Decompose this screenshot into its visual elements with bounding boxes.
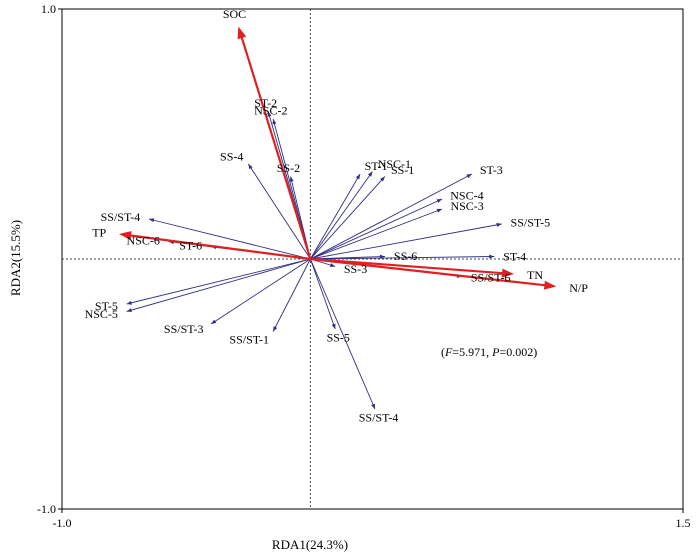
species-arrowhead	[273, 326, 278, 332]
species-label: SS-6	[394, 249, 417, 263]
env-label: TN	[527, 268, 543, 282]
species-label: SS-5	[327, 330, 350, 344]
species-vector	[148, 218, 311, 260]
species-arrowhead	[367, 171, 373, 177]
species-arrowhead	[355, 174, 361, 180]
environment-arrowhead	[501, 268, 515, 278]
species-arrowhead	[466, 174, 472, 179]
species-label: SS/ST-3	[164, 322, 204, 336]
species-vector	[210, 258, 311, 325]
species-label: NSC-5	[85, 307, 118, 321]
stats-annotation: (F=5.971, P=0.002)	[441, 345, 537, 359]
species-label: SS/ST-4	[359, 410, 399, 424]
species-vector	[126, 258, 311, 312]
x-axis-title: RDA1(24.3%)	[272, 537, 348, 552]
species-arrowhead	[436, 199, 443, 203]
species-vector	[310, 198, 443, 260]
x-tick-label: 1.5	[676, 516, 691, 530]
species-arrowhead	[272, 119, 277, 125]
species-vector	[310, 223, 502, 260]
species-label: SS/ST-1	[229, 333, 269, 347]
species-label: NSC-1	[378, 157, 411, 171]
species-arrowhead	[248, 164, 253, 170]
species-label: ST-1	[365, 159, 388, 173]
y-tick-label: -1.0	[37, 502, 56, 516]
species-vector	[309, 258, 376, 410]
species-vector	[247, 163, 311, 260]
species-label: SS-1	[391, 163, 414, 177]
species-vector	[310, 256, 495, 260]
species-label: NSC-4	[450, 188, 483, 202]
species-arrowhead	[126, 300, 132, 305]
environment-arrowhead	[543, 280, 557, 290]
species-label: NSC-6	[127, 233, 160, 247]
species-vector	[310, 208, 443, 260]
species-vector	[310, 173, 361, 260]
species-vector	[310, 171, 373, 260]
y-axis-title: RDA2(15.5%)	[8, 220, 23, 296]
species-label: NSC-3	[450, 199, 483, 213]
species-arrowhead	[489, 254, 495, 259]
species-label: SS-3	[344, 262, 367, 276]
species-label: ST-5	[95, 299, 118, 313]
species-vector	[309, 258, 336, 330]
env-label: SOC	[223, 7, 246, 21]
species-label: SS-4	[220, 149, 243, 163]
species-label: SS/ST-4	[101, 210, 141, 224]
species-arrowhead	[329, 263, 336, 267]
env-label: N/P	[569, 281, 588, 295]
species-label: SS/ST-6	[471, 271, 511, 285]
environment-arrowhead	[237, 26, 247, 40]
species-vector	[272, 258, 311, 332]
species-vector	[310, 173, 473, 260]
x-tick-label: -1.0	[53, 516, 72, 530]
species-arrowhead	[126, 308, 132, 313]
species-label: ST-4	[503, 249, 526, 263]
species-label: SS-2	[277, 161, 300, 175]
environment-vectors	[119, 26, 557, 290]
species-label: ST-3	[480, 163, 503, 177]
species-label: NSC-2	[254, 103, 287, 117]
environment-vector	[128, 234, 311, 261]
axis-ticks: 1.0 -1.0-1.0 1.5	[37, 2, 691, 530]
environment-vector	[240, 35, 312, 260]
y-tick-label: 1.0	[41, 2, 56, 16]
species-arrowhead	[496, 222, 502, 227]
species-arrowhead	[331, 323, 336, 329]
species-vector	[126, 258, 311, 305]
species-arrowhead	[211, 319, 217, 324]
species-arrowhead	[371, 403, 375, 409]
environment-vector	[310, 257, 547, 287]
species-arrowhead	[380, 176, 385, 182]
species-arrowhead	[267, 111, 272, 117]
species-label: ST-2	[254, 96, 277, 110]
species-arrowhead	[289, 176, 294, 182]
species-arrowhead	[148, 218, 155, 223]
environment-arrowhead	[119, 231, 132, 241]
species-label: SS/ST-5	[511, 215, 551, 229]
environment-vector	[310, 257, 505, 275]
species-label: ST-6	[179, 238, 202, 252]
species-vector	[310, 176, 386, 260]
env-label: TP	[92, 225, 106, 239]
species-arrowhead	[436, 208, 443, 213]
